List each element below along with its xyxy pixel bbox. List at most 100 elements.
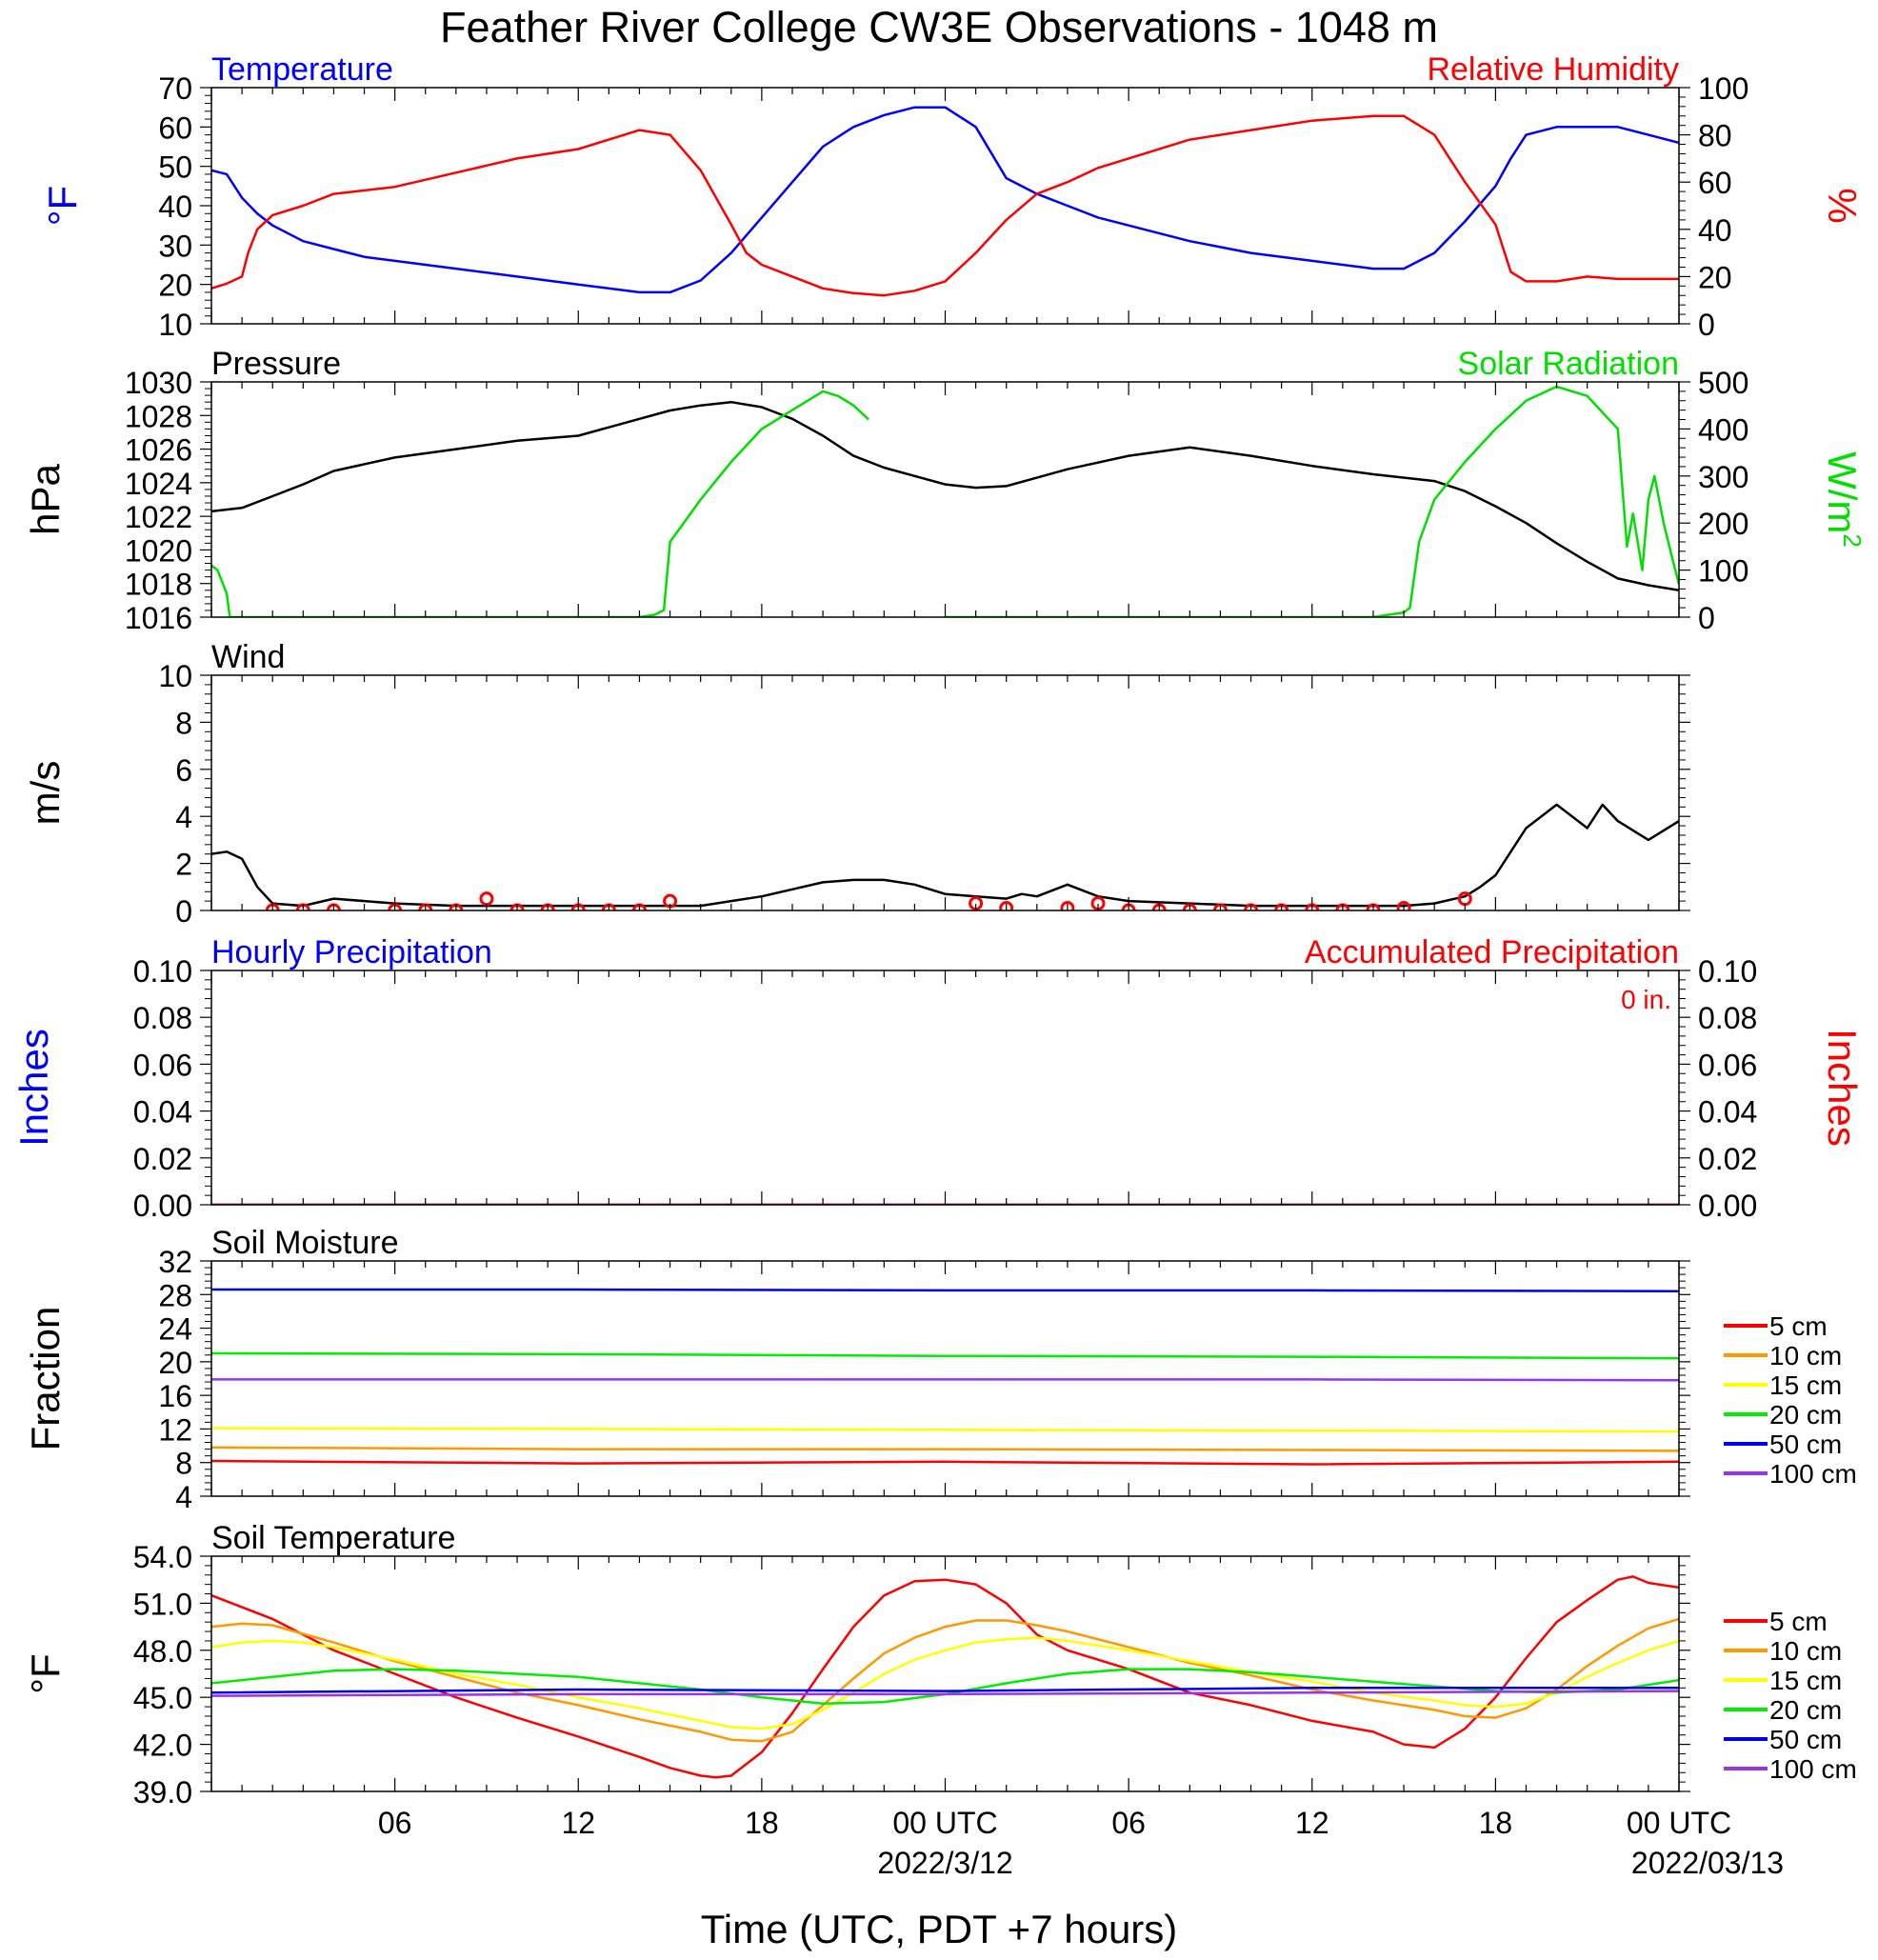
- y-tick-label-left: 24: [158, 1312, 192, 1347]
- series-line-solar-radiation: [945, 385, 1679, 617]
- y-tick-label-left: 20: [158, 1346, 192, 1380]
- panel-title-left: Soil Moisture: [211, 1225, 399, 1261]
- y-tick-label-left: 8: [175, 1447, 192, 1481]
- y-tick-label-right: 300: [1698, 460, 1748, 494]
- x-date-label: 2022/03/13: [1631, 1846, 1784, 1880]
- y-tick-label-left: 6: [175, 753, 192, 788]
- panel-title-left: Temperature: [211, 51, 393, 88]
- panel-title-left: Wind: [211, 639, 285, 675]
- series-line-solar-radiation: [211, 390, 870, 617]
- legend-label: 15 cm: [1769, 1370, 1842, 1400]
- y-tick-label-right: 200: [1698, 507, 1748, 541]
- y-tick-label-right: 100: [1698, 71, 1748, 106]
- y-axis-label-left: Fraction: [23, 1307, 68, 1451]
- y-axis-label-right: W/m2: [1820, 451, 1867, 548]
- y-tick-label-right: 60: [1698, 166, 1732, 200]
- wind-calm-marker: [999, 901, 1014, 910]
- y-tick-label-left: 45.0: [133, 1681, 192, 1715]
- y-tick-label-right: 20: [1698, 260, 1732, 294]
- y-axis-label-left: hPa: [23, 463, 68, 534]
- y-tick-label-right: 40: [1698, 213, 1732, 248]
- y-axis-label-left: °F: [40, 186, 85, 226]
- y-axis-label-right-superscript: 2: [1838, 533, 1867, 547]
- y-tick-label-right: 0.06: [1698, 1048, 1757, 1082]
- y-tick-label-right: 400: [1698, 412, 1748, 447]
- y-axis-label-right: Inches: [1820, 1029, 1865, 1147]
- x-tick-label: 00 UTC: [1627, 1806, 1731, 1840]
- y-axis-label-left: °F: [23, 1653, 68, 1693]
- panel-title-right: Solar Radiation: [1458, 346, 1679, 382]
- legend-label: 10 cm: [1769, 1636, 1842, 1666]
- y-tick-label-left: 28: [158, 1278, 192, 1312]
- y-tick-label-left: 1022: [125, 500, 192, 534]
- legend-label: 50 cm: [1769, 1430, 1842, 1459]
- plot-frame: [210, 87, 1680, 325]
- legend-label: 100 cm: [1769, 1754, 1857, 1784]
- x-date-label: 2022/3/12: [877, 1846, 1012, 1880]
- wind-calm-marker: [1457, 891, 1472, 907]
- y-tick-label-left: 12: [158, 1412, 192, 1447]
- y-tick-label-left: 10: [158, 659, 192, 693]
- series-group: [211, 1288, 1679, 1466]
- y-tick-label-left: 42.0: [133, 1729, 192, 1763]
- y-tick-label-left: 2: [175, 848, 192, 882]
- y-tick-label-left: 32: [158, 1245, 192, 1279]
- legend-label: 20 cm: [1769, 1695, 1842, 1725]
- plot-frame: [210, 381, 1680, 618]
- y-tick-label-left: 60: [158, 110, 192, 145]
- y-tick-label-left: 1024: [125, 467, 192, 501]
- y-tick-label-right: 80: [1698, 119, 1732, 153]
- panel-temp_rh: 10 20 30 40 50 60 70 0 20 40 60 80 100 Temperature Rel…: [40, 51, 1865, 342]
- x-tick-label: 12: [561, 1806, 595, 1840]
- y-tick-label-left: 40: [158, 190, 192, 224]
- legend-label: 100 cm: [1769, 1459, 1857, 1489]
- series-line-50-cm: [211, 1687, 1679, 1694]
- y-tick-label-left: 16: [158, 1379, 192, 1413]
- wind-calm-marker: [479, 891, 494, 907]
- y-tick-label-left: 0.02: [133, 1142, 192, 1176]
- series-line-pressure: [211, 400, 1679, 592]
- series-line-wind: [211, 803, 1679, 908]
- y-tick-label-left: 1020: [125, 533, 192, 568]
- series-line-temperature: [211, 106, 1679, 294]
- y-tick-label-left: 50: [158, 150, 192, 185]
- panel-title-right: Accumulated Precipitation: [1305, 934, 1679, 970]
- y-tick-label-left: 70: [158, 71, 192, 106]
- x-tick-label: 00 UTC: [892, 1806, 997, 1840]
- legend-label: 50 cm: [1769, 1725, 1842, 1754]
- panel-soil_temp: 39.0 42.0 45.0 48.0 51.0 54.0 Soil Temperature…: [23, 1520, 1857, 1810]
- y-tick-label-left: 0.08: [133, 1001, 192, 1035]
- y-tick-label-left: 51.0: [133, 1587, 192, 1621]
- legend-label: 15 cm: [1769, 1666, 1842, 1695]
- series-line-100-cm: [211, 1690, 1679, 1697]
- series-line-15-cm: [211, 1636, 1679, 1730]
- x-tick-label: 06: [1111, 1806, 1146, 1840]
- y-tick-label-left: 4: [175, 800, 192, 834]
- series-line-5-cm: [211, 1575, 1679, 1779]
- series-line-50-cm: [211, 1288, 1679, 1293]
- panel-precip: 0.00 0.02 0.04 0.06 0.08 0.10 0.00 0.02 0.04 0.06…: [11, 934, 1865, 1223]
- legend-label: 5 cm: [1769, 1607, 1828, 1636]
- series-line-100-cm: [211, 1378, 1679, 1382]
- y-tick-label-left: 10: [158, 308, 192, 342]
- y-tick-label-left: 1028: [125, 399, 192, 433]
- series-line-15-cm: [211, 1427, 1679, 1433]
- y-tick-label-left: 1016: [125, 601, 192, 635]
- figure-title: Feather River College CW3E Observations …: [440, 3, 1438, 51]
- y-axis-label-left: Inches: [11, 1029, 56, 1147]
- series-line-relative-humidity: [211, 114, 1679, 297]
- y-tick-label-right: 0.08: [1698, 1001, 1757, 1035]
- plot-frame: [210, 970, 1680, 1206]
- x-tick-label: 18: [745, 1806, 779, 1840]
- y-tick-label-left: 0.06: [133, 1048, 192, 1082]
- y-tick-label-right: 0: [1698, 308, 1715, 342]
- y-tick-label-left: 8: [175, 706, 192, 740]
- series-line-20-cm: [211, 1351, 1679, 1360]
- y-axis-label-right: %: [1820, 188, 1865, 223]
- panel-annotation: 0 in.: [1621, 985, 1671, 1014]
- y-tick-label-left: 0: [175, 894, 192, 929]
- panel-title-right: Relative Humidity: [1427, 51, 1679, 88]
- legend-label: 10 cm: [1769, 1341, 1842, 1370]
